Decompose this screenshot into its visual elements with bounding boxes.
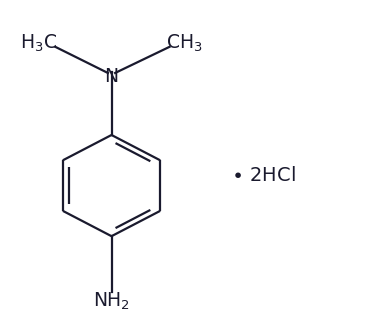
Text: CH$_3$: CH$_3$ xyxy=(166,33,202,54)
Text: $\bullet$ 2HCl: $\bullet$ 2HCl xyxy=(231,166,296,185)
Text: H$_3$C: H$_3$C xyxy=(21,33,58,54)
Text: N: N xyxy=(105,67,118,86)
Text: NH$_2$: NH$_2$ xyxy=(93,291,130,312)
